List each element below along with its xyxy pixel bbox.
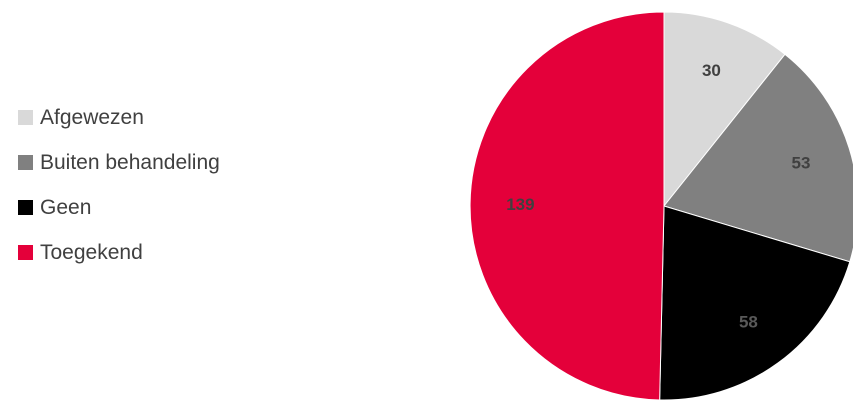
pie-slice-toegekend: [469, 11, 665, 401]
legend-swatch: [18, 110, 33, 125]
pie-slice-buiten-behandeling: [663, 53, 853, 263]
legend-label: Toegekend: [40, 240, 143, 264]
pie-slice-geen: [659, 205, 851, 401]
legend-swatch: [18, 200, 33, 215]
legend-label: Buiten behandeling: [40, 150, 220, 174]
legend-label: Geen: [40, 195, 92, 219]
legend-item-geen: Geen: [18, 196, 220, 219]
pie-slice-afgewezen: [663, 11, 786, 208]
legend-swatch: [18, 245, 33, 260]
legend-item-toegekend: Toegekend: [18, 241, 220, 264]
legend-item-buiten-behandeling: Buiten behandeling: [18, 151, 220, 174]
chart-legend: Afgewezen Buiten behandeling Geen Toegek…: [18, 106, 220, 286]
data-label-afgewezen: 30: [702, 61, 721, 80]
data-label-buiten-behandeling: 53: [792, 154, 811, 173]
data-label-toegekend: 139: [506, 195, 534, 214]
legend-label: Afgewezen: [40, 105, 144, 129]
data-label-geen: 58: [739, 313, 758, 332]
legend-swatch: [18, 155, 33, 170]
legend-item-afgewezen: Afgewezen: [18, 106, 220, 129]
